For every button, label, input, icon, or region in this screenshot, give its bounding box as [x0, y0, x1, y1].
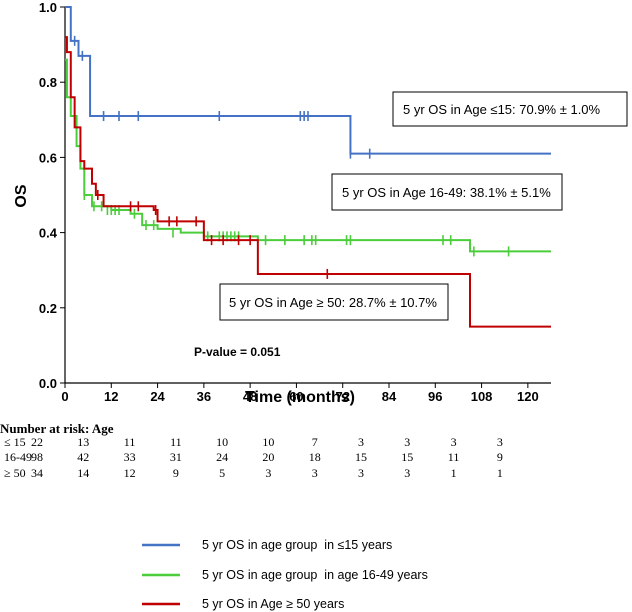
risk-cell: 42 [77, 450, 89, 464]
annotation-box-age-50 [219, 283, 449, 321]
legend: 5 yr OS in age group in ≤15 years 5 yr O… [142, 538, 428, 611]
annotation-age-15: 5 yr OS in Age ≤15: 70.9% ± 1.0% [403, 102, 601, 117]
x-tick-label: 72 [335, 389, 349, 404]
risk-cell: 1 [451, 466, 457, 480]
y-axis-title: OS [13, 184, 30, 207]
risk-cell: 3 [404, 466, 410, 480]
p-value: P-value = 0.051 [194, 345, 281, 359]
risk-cell: 33 [124, 450, 136, 464]
x-tick-label: 108 [471, 389, 493, 404]
risk-cell: 18 [309, 450, 321, 464]
risk-cell: 9 [173, 466, 179, 480]
risk-row-label: ≤ 15 [4, 435, 26, 449]
legend-label-age-15: 5 yr OS in age group in ≤15 years [202, 538, 392, 552]
risk-table: ≤ 15 22 13 11 11 10 10 7 3 3 3 316-49 98 42 33 31 24 20 18… [4, 435, 503, 480]
series-line-age-15 [65, 6, 551, 155]
annotation-box-age-15 [392, 91, 628, 127]
x-tick-label: 120 [517, 389, 539, 404]
x-tick-label: 0 [61, 389, 68, 404]
x-tick-label: 36 [197, 389, 211, 404]
risk-cell: 7 [312, 435, 318, 449]
risk-cell: 34 [31, 466, 43, 480]
risk-cell: 5 [219, 466, 225, 480]
y-tick-label: 0.4 [39, 226, 58, 241]
risk-cell: 15 [355, 450, 367, 464]
risk-cell: 14 [77, 466, 89, 480]
x-tick-label: 84 [382, 389, 397, 404]
risk-cell: 3 [358, 435, 364, 449]
legend-label-age-50: 5 yr OS in Age ≥ 50 years [202, 597, 344, 611]
x-tick-label: 60 [289, 389, 303, 404]
risk-cell: 20 [262, 450, 274, 464]
risk-cell: 22 [31, 435, 43, 449]
y-tick-label: 0.6 [39, 150, 57, 165]
risk-cell: 3 [497, 435, 503, 449]
risk-cell: 10 [216, 435, 228, 449]
x-tick-label: 48 [243, 389, 257, 404]
risk-cell: 11 [124, 435, 136, 449]
legend-label-age-16-49: 5 yr OS in age group in age 16-49 years [202, 568, 428, 582]
annotation-age-50: 5 yr OS in Age ≥ 50: 28.7% ± 10.7% [229, 295, 437, 310]
risk-cell: 15 [401, 450, 413, 464]
annotation-box-age-16-49 [331, 173, 563, 211]
risk-cell: 24 [216, 450, 228, 464]
risk-cell: 13 [77, 435, 89, 449]
risk-cell: 98 [31, 450, 43, 464]
risk-cell: 1 [497, 466, 503, 480]
risk-cell: 3 [451, 435, 457, 449]
risk-cell: 3 [404, 435, 410, 449]
risk-cell: 11 [448, 450, 460, 464]
risk-row-label: 16-49 [4, 450, 32, 464]
series-line-age-16-49 [65, 58, 551, 253]
y-tick-label: 0.2 [39, 301, 57, 316]
risk-cell: 11 [170, 435, 182, 449]
risk-cell: 31 [170, 450, 182, 464]
risk-cell: 3 [312, 466, 318, 480]
annotation-age-16-49: 5 yr OS in Age 16-49: 38.1% ± 5.1% [342, 185, 551, 200]
y-tick-label: 0.0 [39, 376, 57, 391]
x-tick-label: 12 [104, 389, 118, 404]
risk-table-title: Number at risk: Age [0, 421, 114, 436]
y-tick-label: 1.0 [39, 0, 57, 15]
series-line-age-50 [65, 36, 551, 328]
series-layer [65, 6, 551, 328]
x-axis-title: Time (months) [245, 389, 355, 406]
x-tick-label: 24 [150, 389, 165, 404]
risk-cell: 3 [358, 466, 364, 480]
axes: 0 12 24 36 48 60 72 84 96 108 120 0.0 0.2 0.4 0.6 0.8 1.… [39, 0, 551, 404]
risk-cell: 3 [265, 466, 271, 480]
risk-row-label: ≥ 50 [4, 466, 26, 480]
risk-cell: 10 [262, 435, 274, 449]
y-tick-label: 0.8 [39, 75, 57, 90]
x-tick-label: 96 [428, 389, 442, 404]
risk-cell: 9 [497, 450, 503, 464]
risk-cell: 12 [124, 466, 136, 480]
